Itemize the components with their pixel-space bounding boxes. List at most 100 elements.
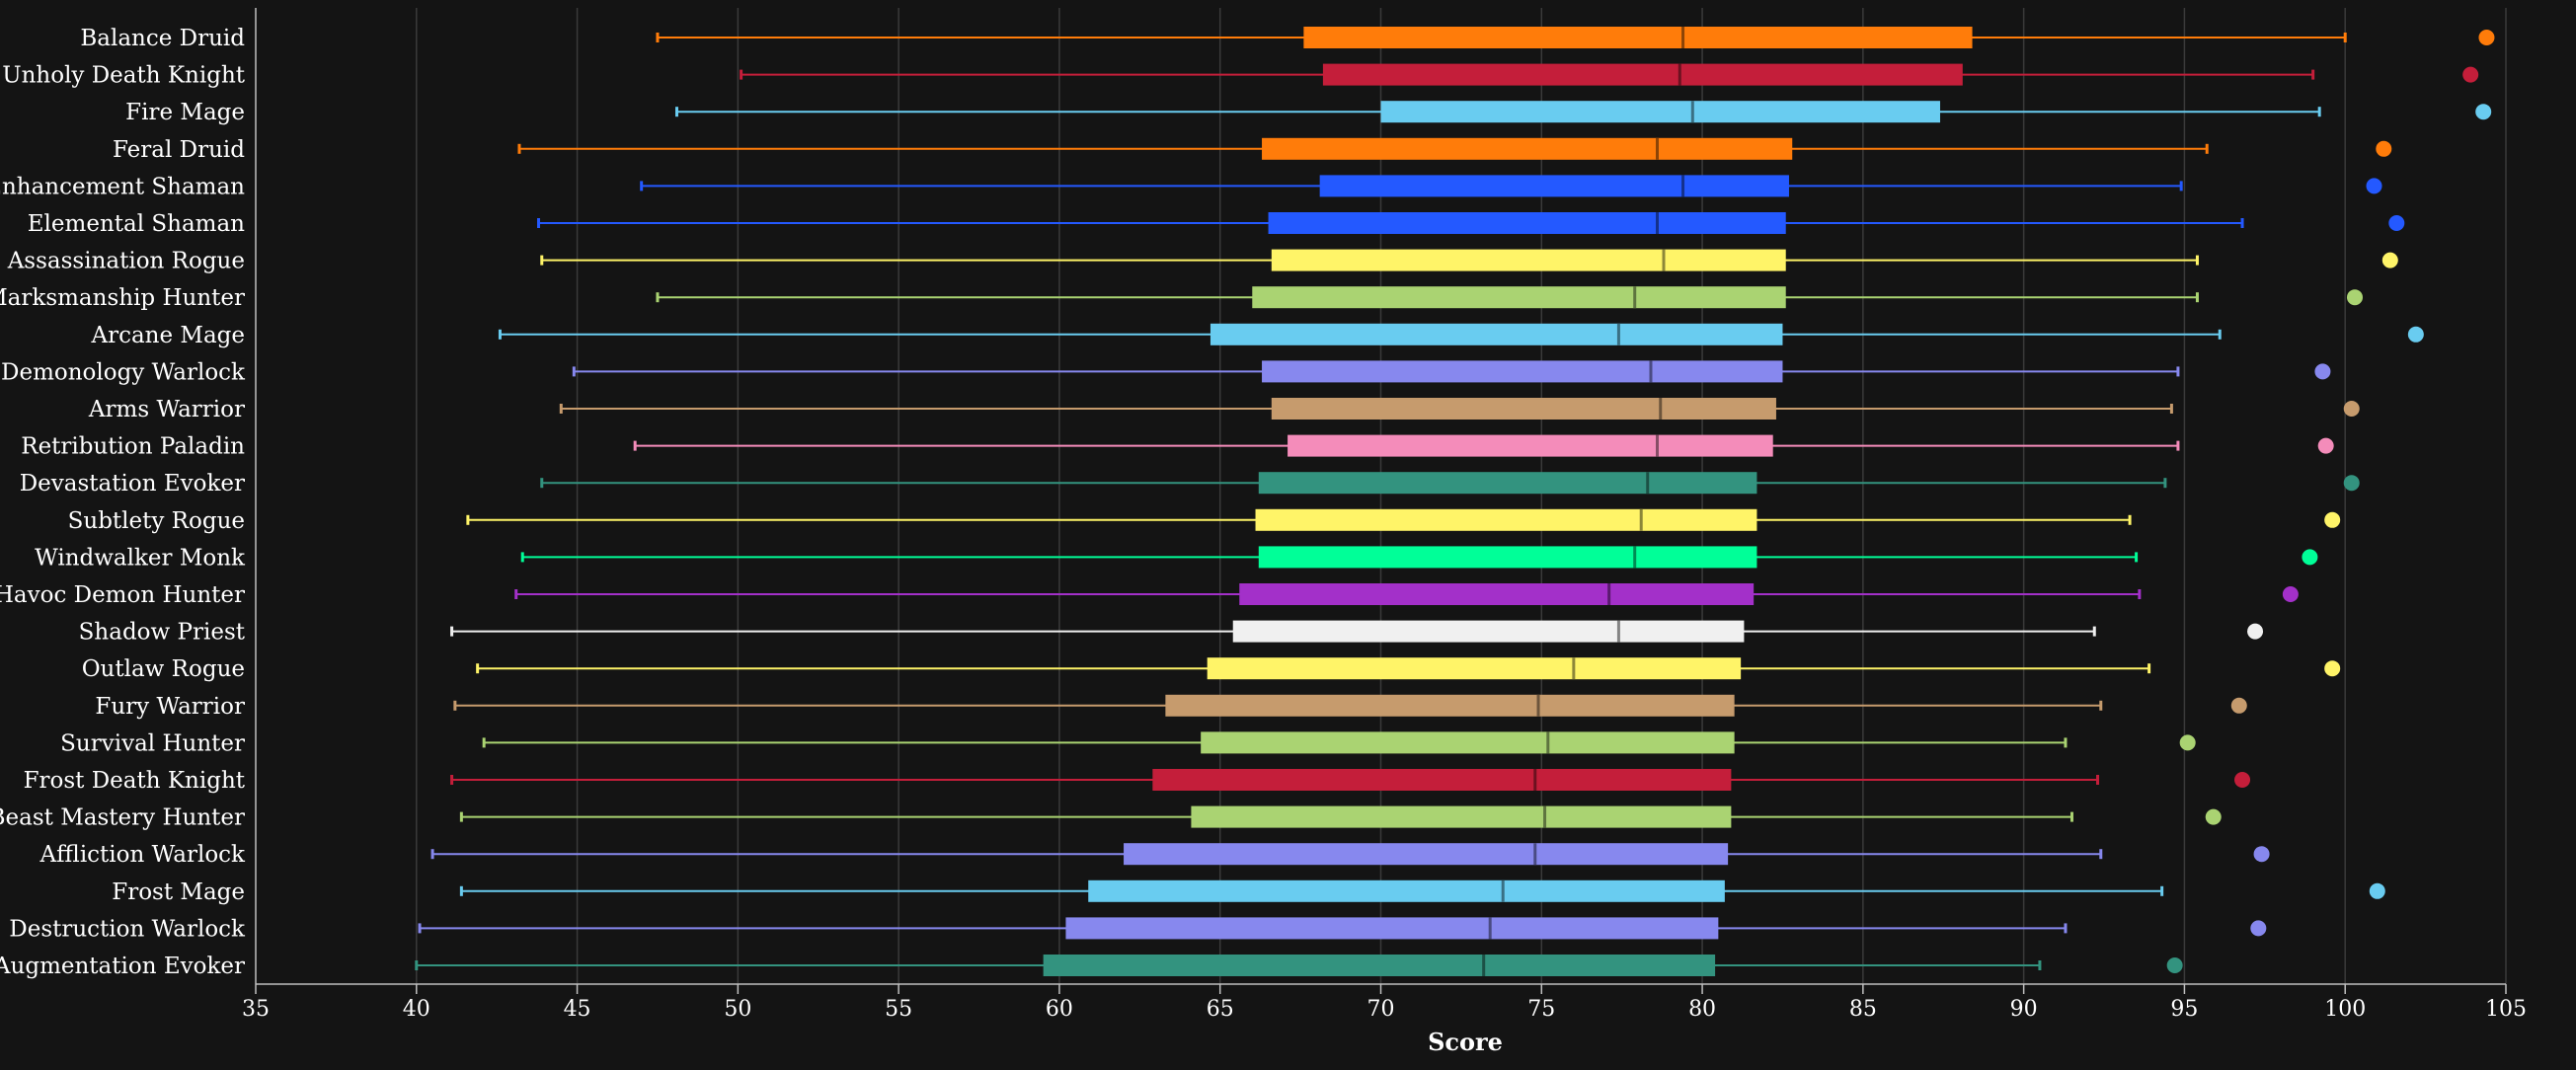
outlier-point [2407, 326, 2424, 343]
box-row [633, 434, 2180, 457]
category-label: Subtlety Rogue [68, 508, 245, 534]
category-label: Unholy Death Knight [2, 63, 246, 89]
category-label: Frost Death Knight [24, 768, 246, 794]
x-axis-title: Score [1428, 1028, 1503, 1056]
box [1262, 137, 1793, 160]
category-label: Arcane Mage [90, 323, 245, 348]
outlier-point [2388, 215, 2405, 231]
x-tick-label: 45 [564, 997, 591, 1022]
category-label: Frost Mage [112, 879, 245, 905]
outlier-point [2317, 437, 2334, 454]
x-tick-label: 60 [1046, 997, 1073, 1022]
box-row [450, 620, 2096, 643]
outlier-point [2179, 734, 2196, 751]
box [1152, 769, 1732, 791]
box-row [517, 137, 2209, 160]
outlier-point [2475, 104, 2492, 120]
outlier-point [2366, 178, 2382, 194]
box [1232, 620, 1745, 643]
category-label: Survival Hunter [60, 730, 245, 756]
box-row [459, 879, 2164, 902]
category-label: Marksmanship Hunter [0, 285, 245, 311]
box-row [459, 805, 2073, 828]
box-row [498, 323, 2222, 345]
box-row [537, 212, 2244, 234]
box [1262, 360, 1783, 383]
category-labels: Balance Druid Unholy Death Knight Fire Mag… [0, 26, 246, 979]
x-tick-label: 100 [2324, 997, 2366, 1022]
outlier-point [2282, 586, 2299, 602]
category-label: Havoc Demon Hunter [0, 582, 245, 608]
x-tick-label: 85 [1849, 997, 1877, 1022]
outlier-point [2462, 66, 2479, 83]
outlier-point [2302, 549, 2318, 566]
box-row [476, 657, 2151, 680]
box-series [415, 27, 2347, 976]
box [1322, 63, 1963, 86]
box-row [559, 398, 2173, 420]
category-label: Fire Mage [125, 100, 245, 125]
x-tick-label: 55 [885, 997, 912, 1022]
outlier-points [2166, 30, 2495, 973]
outlier-point [2343, 401, 2360, 417]
box [1288, 434, 1773, 457]
outlier-point [2230, 697, 2247, 714]
x-tick-label: 105 [2485, 997, 2527, 1022]
box-row [656, 27, 2347, 48]
category-label: Retribution Paladin [21, 434, 245, 460]
x-tick-label: 35 [242, 997, 270, 1022]
x-tick-label: 95 [2170, 997, 2198, 1022]
category-label: Enhancement Shaman [0, 174, 245, 199]
outlier-point [2205, 808, 2222, 825]
x-tick-label: 90 [2010, 997, 2038, 1022]
category-label: Affliction Warlock [39, 842, 247, 868]
outlier-point [2324, 660, 2341, 677]
box [1255, 508, 1757, 531]
category-label: Destruction Warlock [9, 916, 246, 942]
outlier-point [2381, 252, 2398, 268]
box-row [418, 917, 2068, 940]
x-tick-label: 65 [1207, 997, 1234, 1022]
category-label: Augmentation Evoker [0, 954, 245, 979]
box-row [415, 955, 2042, 976]
box [1065, 917, 1719, 940]
outlier-point [2253, 846, 2270, 863]
box [1210, 323, 1783, 345]
category-label: Devastation Evoker [20, 471, 245, 497]
box [1271, 249, 1786, 271]
category-label: Demonology Warlock [1, 359, 246, 385]
box-row [540, 249, 2199, 271]
category-label: Windwalker Monk [35, 545, 246, 571]
outlier-point [2343, 475, 2360, 492]
box-row [453, 694, 2103, 717]
box-row [482, 731, 2068, 754]
box [1201, 731, 1735, 754]
box [1088, 879, 1725, 902]
box [1207, 657, 1742, 680]
box [1380, 101, 1940, 123]
box [1043, 955, 1716, 976]
box-row [466, 508, 2132, 531]
category-label: Assassination Rogue [7, 249, 245, 274]
category-label: Elemental Shaman [28, 211, 245, 237]
box-row [430, 843, 2103, 866]
category-label: Beast Mastery Hunter [0, 805, 245, 831]
outlier-point [2376, 140, 2392, 157]
box [1268, 212, 1786, 234]
box [1271, 398, 1776, 420]
outlier-point [2478, 30, 2495, 45]
outlier-point [2369, 882, 2385, 899]
box [1191, 805, 1732, 828]
box-row [520, 546, 2139, 569]
box-row [674, 101, 2321, 123]
box [1303, 27, 1973, 48]
box-row [740, 63, 2315, 86]
x-tick-label: 75 [1527, 997, 1555, 1022]
box [1165, 694, 1735, 717]
category-label: Shadow Priest [79, 620, 246, 646]
outlier-point [2234, 772, 2251, 788]
x-tick-label: 80 [1688, 997, 1716, 1022]
x-axis: 35 40 45 50 55 60 65 70 75 80 85 90 95 100 105 [242, 8, 2527, 1022]
box [1124, 843, 1729, 866]
